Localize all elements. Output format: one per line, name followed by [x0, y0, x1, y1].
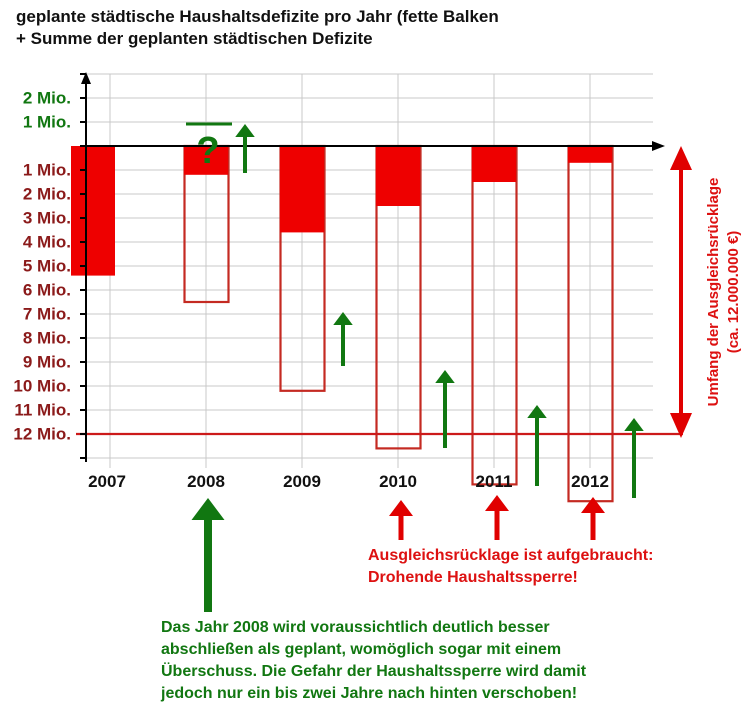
depletion-arrow-2010-head [389, 500, 413, 516]
yearly-deficit-bar [472, 146, 516, 182]
yearly-deficit-bar [568, 146, 612, 163]
y-tick-label-negative: 12 Mio. [13, 425, 71, 444]
yearly-deficit-bar [280, 146, 324, 233]
x-tick-label: 2008 [187, 472, 225, 491]
x-tick-label: 2009 [283, 472, 321, 491]
reserve-span-arrow-bottom [670, 413, 692, 438]
year-2008-note: Das Jahr 2008 wird voraussichtlich deutl… [161, 617, 586, 705]
y-tick-label-negative: 11 Mio. [14, 401, 71, 420]
y-tick-label-negative: 4 Mio. [23, 233, 71, 252]
y-tick-label-negative: 6 Mio. [23, 281, 71, 300]
reserve-label-line-1: Umfang der Ausgleichsrücklage [705, 178, 722, 407]
yearly-deficit-bar [184, 146, 228, 175]
x-tick-label: 2011 [476, 472, 513, 491]
reserve-depleted-note-line-1: Ausgleichsrücklage ist aufgebraucht: [368, 547, 654, 564]
reserve-label-line-2: (ca. 12.000.000 €) [725, 231, 742, 354]
improvement-arrow-2012-head [624, 418, 644, 431]
y-tick-label-negative: 10 Mio. [13, 377, 71, 396]
reserve-depleted-note-line-2: Drohende Haushaltssperre! [368, 569, 578, 586]
x-axis-arrowhead [652, 141, 665, 151]
y-tick-label-positive: 2 Mio. [23, 89, 71, 108]
y-tick-label-negative: 8 Mio. [23, 329, 71, 348]
year-2008-note-line-4: jedoch nur ein bis zwei Jahre nach hinte… [161, 685, 578, 702]
chart-title-line-1: geplante städtische Haushaltsdefizite pr… [16, 7, 499, 26]
year-2008-note-line-2: abschließen als geplant, womöglich sogar… [161, 641, 562, 658]
improvement-arrow-2008-head [235, 124, 255, 137]
improvement-arrow-2010-head [435, 370, 455, 383]
question-mark: ? [196, 130, 219, 172]
y-tick-label-negative: 7 Mio. [23, 305, 71, 324]
improvement-arrow-2009-head [333, 312, 353, 325]
x-tick-label: 2010 [379, 472, 417, 491]
reserve-span-arrow-top [670, 146, 692, 170]
y-tick-label-negative: 2 Mio. [23, 185, 71, 204]
x-tick-label: 2012 [571, 472, 609, 491]
y-tick-label-positive: 1 Mio. [23, 113, 71, 132]
y-axis-arrowhead [81, 72, 91, 84]
yearly-deficit-bar [376, 146, 420, 206]
y-tick-label-negative: 9 Mio. [23, 353, 71, 372]
year-2008-note-line-3: Überschuss. Die Gefahr der Haushaltssper… [161, 663, 587, 680]
y-tick-label-negative: 3 Mio. [23, 209, 71, 228]
yearly-deficit-bar [71, 146, 115, 276]
reserve-depleted-note: Ausgleichsrücklage ist aufgebraucht: Dro… [368, 545, 653, 589]
y-tick-label-negative: 5 Mio. [23, 257, 71, 276]
year-2008-note-line-1: Das Jahr 2008 wird voraussichtlich deutl… [161, 619, 550, 636]
depletion-arrow-2012-head [581, 497, 605, 513]
depletion-arrow-2011-head [485, 495, 509, 511]
note-2008-arrow-head [191, 498, 225, 520]
y-tick-label-negative: 1 Mio. [23, 161, 71, 180]
improvement-arrow-2011-head [527, 405, 547, 418]
chart-title-line-2: + Summe der geplanten städtischen Defizi… [16, 29, 373, 48]
x-tick-label: 2007 [88, 472, 126, 491]
